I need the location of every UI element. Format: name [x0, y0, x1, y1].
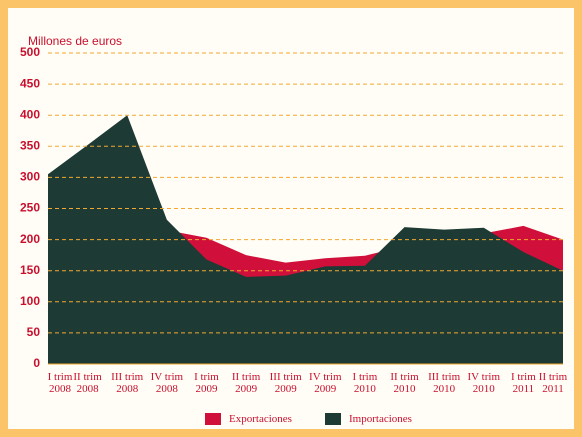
x-tick-label: I trim 2009: [194, 371, 219, 395]
y-tick-label: 250: [20, 201, 40, 215]
legend-item: Importaciones: [325, 413, 412, 425]
legend-label: Importaciones: [349, 413, 412, 425]
x-tick-label: II trim 2008: [73, 371, 102, 395]
x-tick-label: I trim 2010: [352, 371, 378, 395]
x-tick-label: III trim 2008: [111, 371, 144, 395]
y-tick-label: 0: [33, 356, 40, 370]
y-tick-label: 200: [20, 232, 40, 246]
x-tick-label: II trim 2009: [231, 371, 261, 395]
x-tick-label: III trim 2010: [428, 371, 461, 395]
x-tick-label: II trim 2011: [538, 371, 568, 395]
x-tick-label: IV trim 2010: [467, 371, 501, 395]
y-tick-label: 350: [20, 138, 40, 152]
axis-label: Millones de euros: [28, 34, 122, 48]
legend-label: Exportaciones: [229, 413, 292, 425]
legend-swatch: [325, 413, 341, 425]
x-tick-label: III trim 2009: [269, 371, 302, 395]
y-tick-label: 400: [20, 107, 40, 121]
x-tick-label: I trim 2011: [511, 371, 536, 395]
x-tick-label: IV trim 2008: [150, 371, 184, 395]
x-tick-label: II trim 2010: [390, 371, 419, 395]
y-tick-label: 150: [20, 263, 40, 277]
legend-swatch: [205, 413, 221, 425]
y-tick-label: 100: [20, 294, 40, 308]
y-tick-label: 450: [20, 76, 40, 90]
y-tick-label: 50: [27, 325, 41, 339]
x-tick-label: IV trim 2009: [309, 371, 342, 395]
plot: Millones de euros 0 50 100 150 200 250 300 350 4…: [20, 34, 563, 370]
legend-item: Exportaciones: [205, 413, 292, 425]
y-tick-label: 500: [20, 45, 40, 59]
y-tick-label: 300: [20, 170, 40, 184]
x-tick-label: I trim 2008: [47, 371, 73, 395]
